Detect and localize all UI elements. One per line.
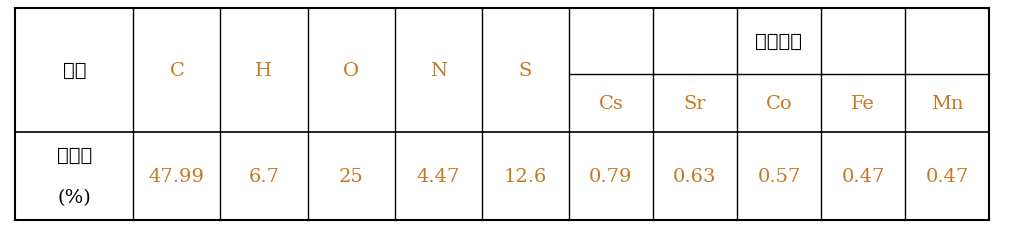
Text: 0.47: 0.47 [842, 167, 885, 185]
Text: 원소: 원소 [63, 62, 86, 80]
Text: Co: Co [766, 95, 792, 113]
Text: 금속이온: 금속이온 [755, 33, 803, 51]
Text: 47.99: 47.99 [149, 167, 205, 185]
Text: C: C [169, 62, 184, 80]
Text: 0.63: 0.63 [673, 167, 716, 185]
Text: O: O [343, 62, 359, 80]
Text: 0.79: 0.79 [589, 167, 632, 185]
Text: 0.47: 0.47 [926, 167, 969, 185]
Text: Cs: Cs [599, 95, 623, 113]
Text: 함유량: 함유량 [56, 147, 92, 165]
Text: 0.57: 0.57 [757, 167, 801, 185]
Text: 4.47: 4.47 [416, 167, 460, 185]
Text: S: S [519, 62, 532, 80]
Text: 6.7: 6.7 [248, 167, 280, 185]
Text: Mn: Mn [931, 95, 964, 113]
Text: 12.6: 12.6 [503, 167, 547, 185]
Text: 25: 25 [338, 167, 364, 185]
Text: Sr: Sr [684, 95, 706, 113]
Text: H: H [255, 62, 273, 80]
Text: Fe: Fe [851, 95, 875, 113]
Text: N: N [429, 62, 447, 80]
Text: (%): (%) [57, 188, 91, 206]
